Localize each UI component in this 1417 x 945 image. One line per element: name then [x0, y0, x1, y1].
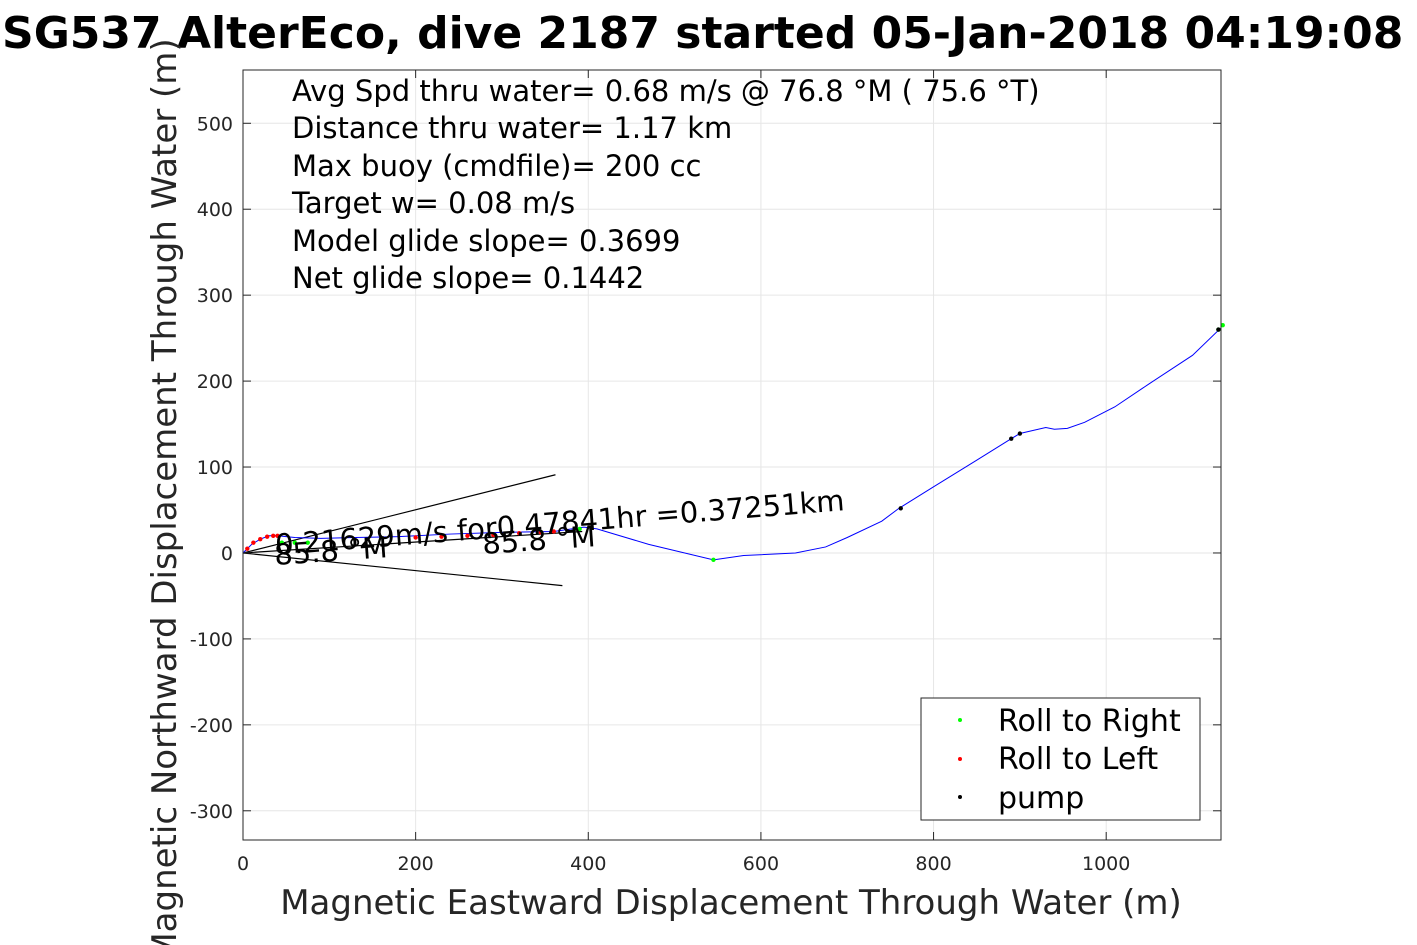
annotation-line: Target w= 0.08 m/s — [291, 186, 575, 220]
data-point — [245, 546, 250, 551]
annotation-line: Distance thru water= 1.17 km — [292, 111, 732, 145]
grid — [242, 70, 1221, 840]
data-point — [292, 540, 297, 545]
data-point — [711, 557, 716, 563]
wedge-lines — [243, 474, 583, 587]
data-point — [551, 529, 556, 534]
data-point — [577, 526, 582, 532]
data-point — [1009, 436, 1014, 441]
series-markers — [245, 323, 1225, 563]
y-ticks: -300 -200 -100 0 100 200 300 400 500 — [190, 113, 1221, 823]
data-point — [1017, 431, 1023, 436]
data-point — [491, 532, 496, 538]
data-point — [258, 537, 263, 542]
x-tick-label: 0 — [237, 853, 249, 875]
y-axis-label: Magnetic Northward Displacement Through … — [145, 38, 185, 945]
data-point — [1220, 323, 1225, 328]
y-tick-label: 500 — [197, 113, 233, 135]
data-point — [898, 506, 903, 511]
annotation-block: Avg Spd thru water= 0.68 m/s @ 76.8 °M (… — [291, 74, 1040, 295]
annotation-line: Model glide slope= 0.3699 — [292, 224, 680, 258]
x-tick-label: 400 — [570, 853, 606, 875]
heading-wedge-line — [243, 474, 556, 554]
plot-frame — [242, 69, 1222, 841]
legend-marker-roll-left — [958, 757, 962, 761]
data-point — [279, 540, 285, 545]
legend-label-roll-right: Roll to Right — [998, 704, 1181, 739]
y-tick-label: -300 — [190, 801, 233, 823]
annotation-line: Net glide slope= 0.1442 — [292, 261, 644, 295]
y-tick-label: 0 — [221, 543, 233, 565]
legend: Roll to Right Roll to Left pump — [920, 697, 1201, 821]
x-axis-label: Magnetic Eastward Displacement Through W… — [280, 883, 1182, 923]
x-ticks: 0 200 400 600 800 1000 — [237, 70, 1130, 875]
annotation-line: Max buoy (cmdfile)= 200 cc — [292, 149, 701, 183]
y-tick-label: -200 — [190, 715, 233, 737]
data-point — [413, 535, 418, 540]
legend-label-pump: pump — [998, 781, 1084, 816]
data-point — [251, 540, 256, 545]
data-point — [305, 540, 310, 545]
legend-marker-roll-right — [958, 718, 962, 722]
x-tick-label: 600 — [743, 853, 779, 875]
heading-wedge-line — [243, 552, 563, 587]
chart-title: SG537 AlterEco, dive 2187 started 05-Jan… — [2, 8, 1403, 59]
series-lines — [243, 327, 1221, 561]
heading-label-2: 85.8 °M — [481, 519, 596, 561]
y-tick-label: 300 — [197, 285, 233, 307]
legend-box — [920, 697, 1201, 821]
data-point — [264, 534, 270, 539]
data-point — [465, 533, 470, 538]
x-tick-label: 1000 — [1082, 853, 1130, 875]
annotation-line: Avg Spd thru water= 0.68 m/s @ 76.8 °M (… — [292, 74, 1040, 108]
y-tick-label: -100 — [190, 629, 233, 651]
data-point — [517, 531, 522, 536]
y-tick-label: 400 — [197, 199, 233, 221]
heading-wedge-line — [243, 530, 583, 554]
x-tick-label: 200 — [398, 853, 434, 875]
y-tick-label: 100 — [197, 457, 233, 479]
data-point — [271, 533, 276, 538]
data-point — [439, 534, 444, 539]
legend-label-roll-left: Roll to Left — [998, 742, 1158, 777]
x-tick-label: 800 — [915, 853, 951, 875]
y-tick-label: 200 — [197, 371, 233, 393]
legend-marker-pump — [958, 795, 962, 799]
data-point — [275, 533, 280, 538]
data-point — [1216, 327, 1221, 332]
track-line — [243, 327, 1221, 561]
data-point — [538, 530, 544, 535]
heading-label-1: 85.8 °M — [273, 530, 388, 572]
